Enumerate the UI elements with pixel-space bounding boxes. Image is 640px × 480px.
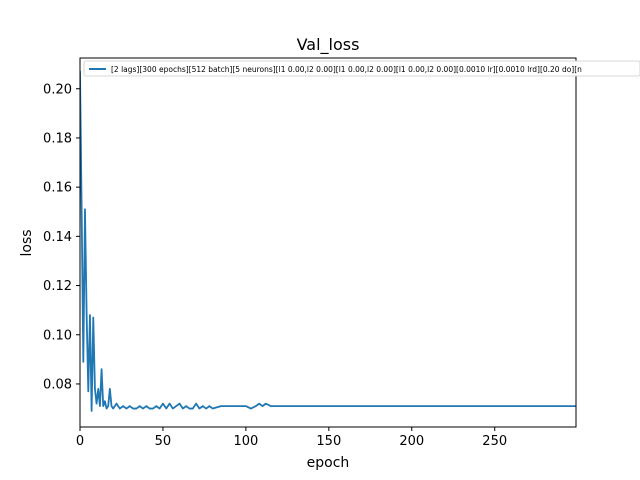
x-tick-label: 100 (233, 434, 258, 449)
legend-entry-label: [2 lags][300 epochs][512 batch][5 neuron… (111, 65, 582, 74)
plot-background (80, 58, 576, 427)
y-tick-label: 0.16 (43, 181, 72, 196)
x-axis-label: epoch (307, 455, 350, 471)
x-tick-label: 200 (399, 434, 424, 449)
legend-box (83, 60, 640, 77)
x-tick-label: 0 (76, 434, 84, 449)
x-tick-label: 150 (316, 434, 341, 449)
x-tick-label: 50 (155, 434, 172, 449)
series-line-0 (80, 70, 576, 412)
x-axis: 0 50 100 150 200 250 (76, 427, 507, 449)
y-tick-label: 0.14 (43, 230, 72, 245)
chart-title: Val_loss (297, 35, 360, 55)
plot-frame (79, 57, 577, 428)
legend: [2 lags][300 epochs][512 batch][5 neuron… (83, 60, 640, 77)
y-tick-label: 0.10 (43, 328, 72, 343)
y-axis: 0.08 0.10 0.12 0.14 0.16 0.18 0.20 (43, 82, 80, 392)
plot-area (79, 57, 577, 428)
y-tick-label: 0.08 (43, 377, 72, 392)
y-axis-label: loss (19, 229, 35, 256)
y-tick-label: 0.12 (43, 279, 72, 294)
series-layer (80, 70, 576, 412)
x-tick-label: 250 (482, 434, 507, 449)
y-tick-label: 0.18 (43, 131, 72, 146)
y-tick-label: 0.20 (43, 82, 72, 97)
